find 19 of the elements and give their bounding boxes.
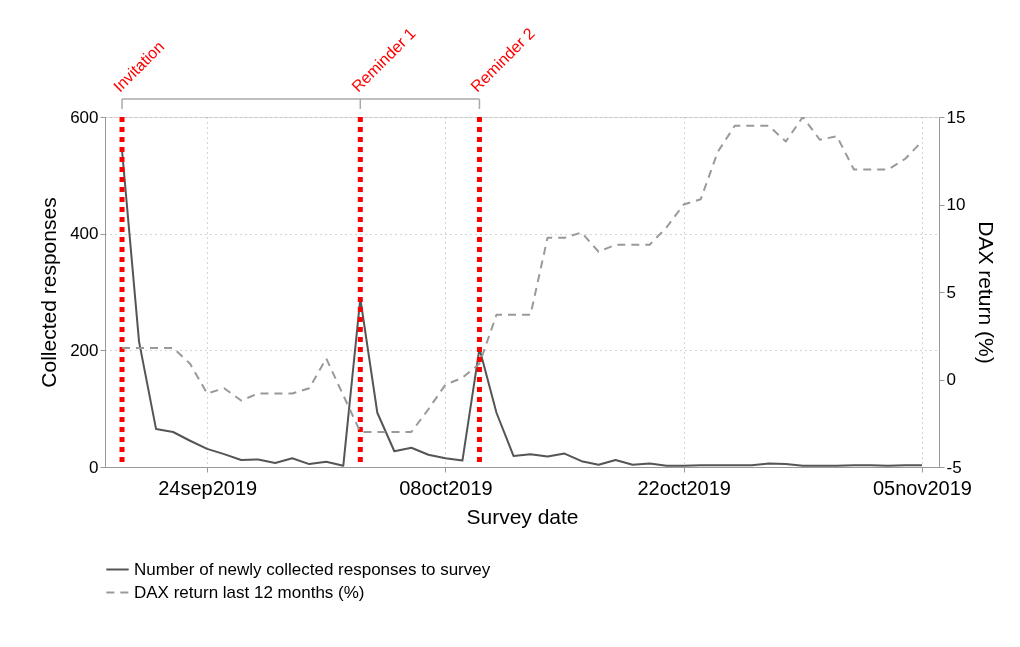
x-tick-label: 08oct2019: [399, 476, 493, 499]
line-series: [121, 149, 923, 467]
y2-tick-label: 15: [946, 107, 966, 127]
y-tick-label: 200: [70, 340, 99, 360]
y-axis-title: Collected responses: [37, 197, 61, 388]
y2-axis-title: DAX return (%): [975, 221, 999, 364]
y2-tick-label: 5: [946, 282, 956, 302]
y2-tick-label: 10: [946, 195, 966, 214]
y2-tick-label: -5: [946, 457, 962, 477]
y2-tick-label: 0: [946, 370, 956, 389]
legend-label: Number of newly collected responses to survey: [134, 559, 491, 579]
x-axis-title: Survey date: [466, 504, 579, 528]
x-tick-label: 05nov2019: [872, 476, 972, 499]
y-tick-label: 600: [70, 107, 99, 127]
x-tick-label: 22oct2019: [637, 476, 731, 499]
y-tick-label: 0: [89, 457, 99, 477]
x-tick-label: 24sep2019: [158, 476, 258, 499]
y-tick-label: 400: [70, 224, 99, 244]
legend-label: DAX return last 12 months (%): [134, 582, 365, 602]
